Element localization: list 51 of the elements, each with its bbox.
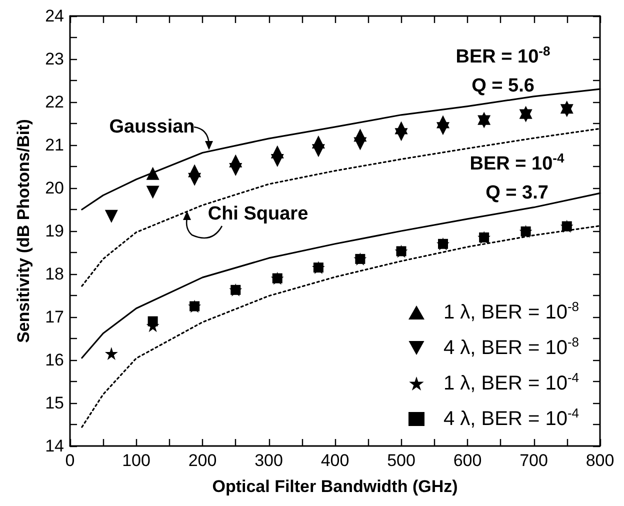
point (562, 221, 572, 232)
point (438, 238, 448, 249)
x-tick-label: 200 (188, 451, 217, 470)
x-tick-label: 400 (320, 451, 350, 470)
point (436, 122, 450, 136)
y-tick-label: 19 (45, 222, 64, 240)
x-tick-label: 500 (387, 451, 416, 470)
y-tick-label: 15 (45, 394, 64, 412)
point (354, 137, 367, 150)
x-tick-label: 700 (520, 451, 548, 470)
point (520, 226, 531, 236)
point (272, 273, 282, 284)
annotation: Chi Square (208, 204, 308, 224)
x-tick-label: 600 (453, 451, 482, 470)
point (313, 262, 324, 273)
point (188, 172, 202, 186)
annotation: Q = 3.7 (486, 182, 548, 204)
point (190, 301, 200, 312)
y-tick-label: 20 (45, 178, 64, 198)
y-tick-label: 16 (45, 350, 64, 370)
y-tick-label: 21 (45, 136, 64, 154)
point (229, 163, 242, 176)
point (230, 284, 241, 295)
x-axis-title: Optical Filter Bandwidth (GHz) (212, 477, 458, 496)
y-tick-label: 14 (45, 436, 64, 456)
point (560, 104, 574, 118)
point (104, 347, 118, 360)
point (146, 166, 160, 180)
x-tick-label: 0 (65, 451, 75, 470)
annotation: Gaussian (109, 116, 195, 138)
y-tick-label: 23 (45, 50, 64, 68)
y-tick-label: 22 (45, 92, 64, 112)
point (396, 246, 406, 256)
x-tick-label: 100 (122, 451, 150, 470)
point (148, 316, 158, 326)
y-tick-label: 17 (45, 308, 64, 326)
point (312, 144, 325, 158)
point (104, 210, 118, 223)
point (270, 154, 284, 167)
y-tick-label: 18 (45, 264, 64, 284)
point (355, 254, 366, 264)
annotation: Q = 5.6 (472, 76, 534, 96)
point (479, 232, 490, 242)
point (519, 109, 532, 122)
x-tick-label: 300 (254, 451, 283, 470)
point (478, 115, 491, 128)
y-tick-label: 24 (45, 6, 64, 26)
point (146, 186, 160, 199)
x-tick-label: 800 (586, 451, 614, 470)
point (394, 128, 408, 142)
y-axis-title: Sensitivity (dB Photons/Bit) (14, 119, 33, 343)
